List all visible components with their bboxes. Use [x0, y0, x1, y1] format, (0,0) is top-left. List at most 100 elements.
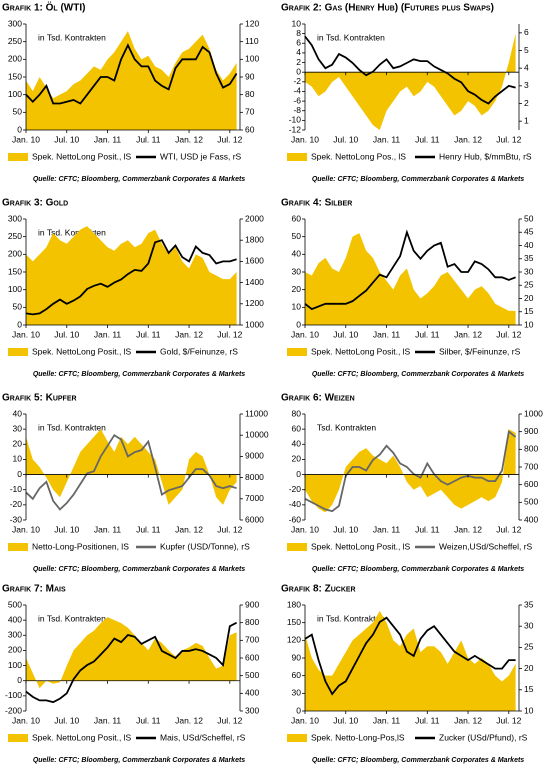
y-tick-label: 0 — [296, 705, 301, 715]
y-tick-label: 250 — [8, 36, 22, 46]
y-tick-label: 4 — [296, 47, 301, 57]
legend-swatch — [8, 543, 28, 551]
y-tick-label: 200 — [8, 249, 22, 259]
area — [26, 31, 237, 131]
x-tick-label: Jul. 10 — [54, 329, 79, 339]
x-tick-label: Jul. 11 — [415, 524, 440, 534]
y2-tick-label: 6 — [524, 27, 529, 37]
y2-tick-label: 7000 — [245, 493, 264, 503]
chart-title: Grafik 5: Kupfer — [2, 393, 77, 404]
source: Quelle: CFTC; Bloomberg, Commerzbank Cor… — [312, 757, 524, 764]
x-tick-label: Jul. 12 — [217, 524, 242, 534]
y-tick-label: 10 — [292, 18, 302, 28]
y2-tick-label: 1000 — [524, 408, 543, 418]
x-tick-label: Jan. 12 — [454, 329, 482, 339]
y-tick-label: 250 — [8, 231, 22, 241]
y2-tick-label: 30 — [524, 266, 534, 276]
y2-tick-label: 900 — [245, 599, 259, 609]
y-tick-label: -200 — [5, 705, 22, 715]
legend-label: Spek. NettoLong Pos., lS — [311, 151, 406, 161]
y-tick-label: 200 — [8, 54, 22, 64]
y2-tick-label: 20 — [524, 663, 534, 673]
legend-swatch — [287, 153, 307, 161]
x-tick-label: Jul. 11 — [136, 524, 161, 534]
area — [305, 33, 516, 130]
y-tick-label: 40 — [292, 249, 302, 259]
y2-tick-label: 1800 — [245, 234, 264, 244]
y2-tick-label: 40 — [524, 240, 534, 250]
y2-tick-label: 70 — [245, 107, 255, 117]
y-tick-label: 0 — [17, 469, 22, 479]
x-tick-label: Jan. 12 — [175, 524, 203, 534]
legend-label: Gold, $/Feinunze, rS — [160, 346, 238, 356]
y-tick-label: -20 — [289, 484, 302, 494]
y-tick-label: 90 — [292, 652, 302, 662]
line — [25, 43, 238, 105]
chart-title: Grafik 1: Öl (WTI) — [2, 1, 85, 14]
y2-tick-label: 1400 — [245, 277, 264, 287]
legend-label: Spek. Netto-Long-Pos,lS — [311, 732, 405, 742]
y-tick-label: 30 — [292, 266, 302, 276]
chart-title: Grafik 4: Silber — [281, 198, 352, 209]
x-tick-label: Jul. 12 — [496, 134, 521, 144]
y-tick-label: 30 — [13, 423, 23, 433]
y-tick-label: 400 — [8, 614, 22, 624]
y-tick-label: -4 — [293, 86, 301, 96]
y-tick-label: 0 — [17, 319, 22, 329]
y2-tick-label: 15 — [524, 684, 534, 694]
y-tick-label: -10 — [289, 115, 302, 125]
y-tick-label: -12 — [289, 124, 302, 134]
y2-tick-label: 5 — [524, 45, 529, 55]
x-tick-label: Jul. 11 — [136, 329, 161, 339]
area — [26, 617, 237, 689]
x-tick-label: Jul. 10 — [333, 524, 358, 534]
y-tick-label: -30 — [10, 514, 23, 524]
y2-tick-label: 500 — [524, 497, 538, 507]
legend-swatch — [8, 153, 28, 161]
legend-swatch — [8, 348, 28, 356]
x-tick-label: Jan. 12 — [175, 715, 203, 725]
x-tick-label: Jul. 10 — [333, 134, 358, 144]
y2-tick-label: 90 — [245, 71, 255, 81]
legend-label: Spek. NettoLong Posit., lS — [32, 151, 132, 161]
y2-tick-label: 500 — [245, 670, 259, 680]
y2-tick-label: 11000 — [245, 408, 268, 418]
y2-tick-label: 600 — [524, 479, 538, 489]
y2-tick-label: 110 — [245, 36, 259, 46]
area — [305, 233, 516, 325]
x-tick-label: Jul. 10 — [54, 524, 79, 534]
y2-tick-label: 120 — [245, 18, 259, 28]
y-tick-label: 60 — [292, 670, 302, 680]
y-tick-label: 50 — [13, 302, 23, 312]
annotation: in Tsd. Kontrakten — [38, 422, 106, 432]
y-tick-label: 30 — [292, 688, 302, 698]
y2-tick-label: 800 — [524, 444, 538, 454]
y2-tick-label: 8000 — [245, 472, 264, 482]
y2-tick-label: 10000 — [245, 429, 269, 439]
y-tick-label: -20 — [10, 499, 23, 509]
annotation: in Tsd. Kontrakten — [38, 227, 106, 237]
y-tick-label: -10 — [10, 484, 23, 494]
legend-label: Zucker (USd/Pfund), rS — [439, 732, 528, 742]
legend-swatch — [8, 734, 28, 742]
y-tick-label: 20 — [292, 454, 302, 464]
x-tick-label: Jul. 11 — [415, 329, 440, 339]
x-tick-label: Jan. 11 — [94, 524, 122, 534]
legend-swatch — [287, 543, 307, 551]
y2-tick-label: 25 — [524, 642, 534, 652]
x-tick-label: Jan. 10 — [12, 715, 40, 725]
x-tick-label: Jul. 10 — [333, 329, 358, 339]
y-tick-label: 20 — [13, 439, 23, 449]
x-tick-label: Jul. 11 — [415, 134, 440, 144]
x-tick-label: Jul. 11 — [136, 715, 161, 725]
y2-tick-label: 80 — [245, 89, 255, 99]
y-tick-label: 10 — [13, 454, 23, 464]
legend-label: Spek. NettoLong Posit., lS — [32, 346, 132, 356]
y2-tick-label: 1000 — [245, 319, 264, 329]
y-tick-label: 40 — [13, 408, 23, 418]
chart-title: Grafik 2: Gas (Henry Hub) (Futures plus … — [281, 3, 494, 14]
legend-label: WTI, USD je Fass, rS — [160, 151, 242, 161]
x-tick-label: Jul. 10 — [54, 134, 79, 144]
y2-tick-label: 10 — [524, 319, 534, 329]
